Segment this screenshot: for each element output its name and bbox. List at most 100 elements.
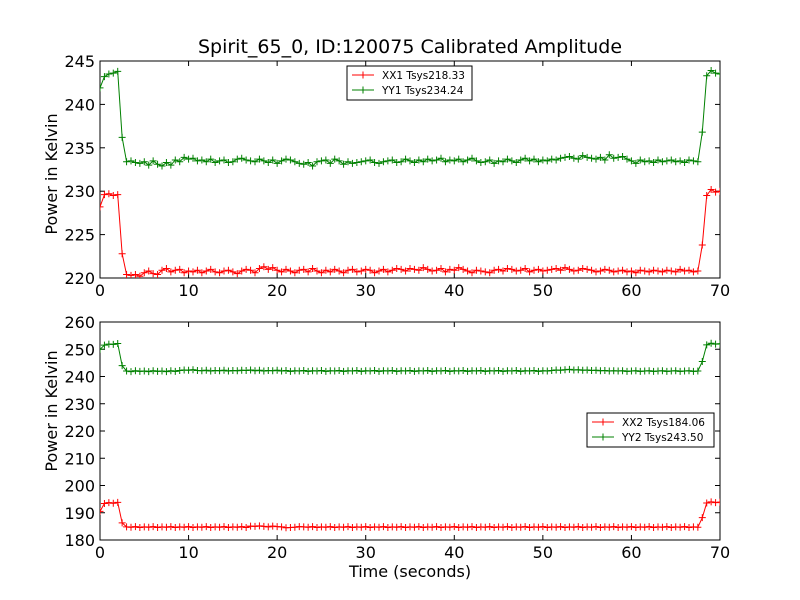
data-point-marker: [317, 157, 325, 165]
data-point-marker: [428, 523, 436, 531]
data-point-marker: [495, 265, 503, 273]
top-panel: 0 10 20 30 40 50 60 70 220 225 230 235 240 245 XX1 Tsy…: [64, 52, 730, 300]
data-point-marker: [592, 155, 600, 163]
data-point-marker: [619, 152, 627, 160]
legend-marker: [359, 71, 367, 79]
data-point-marker: [313, 523, 321, 531]
data-point-marker: [694, 367, 702, 375]
data-point-marker: [681, 523, 689, 531]
data-point-marker: [477, 159, 485, 167]
data-point-marker: [105, 499, 113, 507]
data-point-marker: [317, 367, 325, 375]
data-point-marker: [481, 158, 489, 166]
data-point-marker: [251, 158, 259, 166]
data-point-marker: [229, 158, 237, 166]
data-point-marker: [220, 267, 228, 275]
legend-box: [586, 412, 715, 448]
data-point-marker: [627, 523, 635, 531]
data-point-marker: [260, 157, 268, 165]
data-point-marker: [517, 523, 525, 531]
legend-entry-label: XX1 Tsys218.33: [382, 70, 465, 82]
data-point-marker: [242, 156, 250, 164]
data-point-marker: [100, 84, 104, 92]
data-point-marker: [326, 523, 334, 531]
data-point-marker: [539, 267, 547, 275]
data-point-marker: [627, 267, 635, 275]
data-point-marker: [273, 266, 281, 274]
data-point-marker: [508, 523, 516, 531]
data-point-marker: [570, 267, 578, 275]
data-point-marker: [716, 70, 720, 78]
data-point-marker: [220, 523, 228, 531]
data-point-marker: [716, 498, 720, 506]
data-point-marker: [384, 268, 392, 276]
data-point-marker: [486, 156, 494, 164]
data-point-marker: [211, 159, 219, 167]
data-point-marker: [512, 159, 520, 167]
data-point-marker: [286, 367, 294, 375]
data-point-marker: [379, 265, 387, 273]
data-point-marker: [167, 161, 175, 169]
data-point-marker: [393, 264, 401, 272]
x-tick-label: 40: [444, 281, 464, 300]
data-point-marker: [459, 265, 467, 273]
data-point-marker: [366, 523, 374, 531]
data-point-marker: [424, 367, 432, 375]
data-point-marker: [654, 267, 662, 275]
data-point-marker: [233, 367, 241, 375]
data-point-marker: [300, 367, 308, 375]
data-point-marker: [712, 188, 720, 196]
data-point-marker: [472, 157, 480, 165]
data-point-marker: [667, 267, 675, 275]
data-point-marker: [455, 523, 463, 531]
data-point-marker: [131, 367, 139, 375]
data-point-marker: [534, 523, 542, 531]
data-point-marker: [176, 265, 184, 273]
x-tick-label: 10: [178, 281, 198, 300]
data-point-marker: [224, 266, 232, 274]
data-point-marker: [574, 523, 582, 531]
data-point-marker: [570, 154, 578, 162]
data-point-marker: [588, 266, 596, 274]
data-point-marker: [348, 265, 356, 273]
data-point-marker: [255, 366, 263, 374]
data-point-marker: [189, 523, 197, 531]
data-point-marker: [539, 523, 547, 531]
data-point-marker: [441, 158, 449, 166]
data-point-marker: [490, 523, 498, 531]
data-point-marker: [419, 367, 427, 375]
data-point-marker: [428, 267, 436, 275]
data-point-marker: [658, 367, 666, 375]
data-point-marker: [202, 523, 210, 531]
data-point-marker: [313, 267, 321, 275]
data-point-marker: [251, 269, 259, 277]
data-point-marker: [154, 523, 162, 531]
data-point-marker: [286, 156, 294, 164]
data-point-marker: [676, 157, 684, 165]
data-point-marker: [224, 367, 232, 375]
legend-marker: [599, 418, 607, 426]
data-point-marker: [450, 157, 458, 165]
data-point-marker: [171, 156, 179, 164]
data-point-marker: [193, 266, 201, 274]
data-point-marker: [410, 367, 418, 375]
data-point-marker: [114, 498, 122, 506]
data-point-marker: [198, 523, 206, 531]
data-point-marker: [645, 523, 653, 531]
data-point-marker: [273, 159, 281, 167]
data-point-marker: [419, 264, 427, 272]
data-point-marker: [304, 268, 312, 276]
data-point-marker: [357, 523, 365, 531]
data-point-marker: [189, 366, 197, 374]
data-point-marker: [548, 155, 556, 163]
data-point-marker: [154, 160, 162, 168]
data-point-marker: [295, 159, 303, 167]
data-point-marker: [694, 523, 702, 531]
data-point-marker: [127, 368, 135, 376]
data-point-marker: [291, 269, 299, 277]
data-point-marker: [238, 267, 246, 275]
y-tick-label: 225: [64, 226, 95, 245]
data-point-marker: [322, 523, 330, 531]
data-point-marker: [468, 523, 476, 531]
data-point-marker: [162, 264, 170, 272]
